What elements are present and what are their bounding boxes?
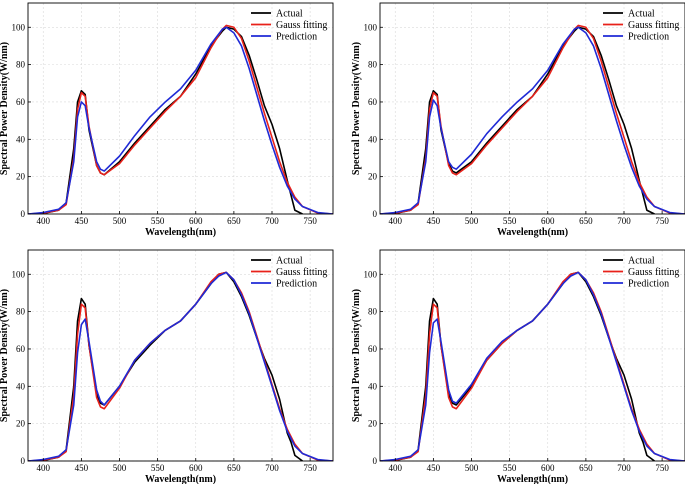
y-tick-label: 60 xyxy=(16,97,26,107)
y-tick-label: 20 xyxy=(16,172,26,182)
y-tick-label: 20 xyxy=(16,419,26,429)
y-tick-label: 0 xyxy=(21,209,26,219)
y-tick-label: 0 xyxy=(21,456,26,466)
y-tick-label: 20 xyxy=(368,419,378,429)
legend-label: Prediction xyxy=(276,279,317,290)
y-tick-label: 60 xyxy=(368,344,378,354)
y-tick-label: 80 xyxy=(16,307,26,317)
y-tick-label: 100 xyxy=(12,269,26,279)
x-tick-label: 750 xyxy=(655,216,669,226)
chart-panel-top-right: 400 450 500 550 600 650 700 750 0 20 40 60 80 100 Wave… xyxy=(351,2,685,238)
y-tick-label: 0 xyxy=(373,456,378,466)
x-tick-label: 550 xyxy=(151,463,165,473)
x-tick-label: 450 xyxy=(75,463,89,473)
x-tick-label: 400 xyxy=(389,216,403,226)
y-axis-title: Spectral Power Density(W/nm) xyxy=(351,42,362,175)
series-line-prediction xyxy=(28,271,333,461)
x-tick-label: 500 xyxy=(465,463,479,473)
x-tick-label: 650 xyxy=(579,216,593,226)
legend-label: Actual xyxy=(276,9,303,20)
y-tick-label: 80 xyxy=(368,60,378,70)
x-tick-label: 550 xyxy=(151,216,165,226)
y-tick-label: 100 xyxy=(364,22,378,32)
y-axis-title: Spectral Power Density(W/nm) xyxy=(351,289,362,422)
legend-label: Actual xyxy=(628,256,655,267)
plot-frame xyxy=(379,2,685,215)
x-tick-label: 500 xyxy=(113,216,127,226)
x-axis-title: Wavelength(nm) xyxy=(145,227,216,238)
x-tick-label: 600 xyxy=(541,463,555,473)
y-tick-label: 60 xyxy=(368,97,378,107)
y-tick-label: 80 xyxy=(368,307,378,317)
plot-frame xyxy=(27,249,334,462)
x-axis-title: Wavelength(nm) xyxy=(497,474,568,484)
x-axis-title: Wavelength(nm) xyxy=(145,474,216,484)
x-tick-label: 500 xyxy=(465,216,479,226)
x-tick-label: 550 xyxy=(503,463,517,473)
y-tick-label: 60 xyxy=(16,344,26,354)
y-tick-label: 40 xyxy=(368,134,378,144)
legend-label: Gauss fitting xyxy=(628,20,679,31)
series-line-prediction xyxy=(380,26,685,214)
x-tick-label: 700 xyxy=(617,216,631,226)
legend-label: Actual xyxy=(628,9,655,20)
y-tick-label: 0 xyxy=(373,209,378,219)
y-tick-label: 100 xyxy=(364,269,378,279)
y-tick-label: 20 xyxy=(368,172,378,182)
y-axis-title: Spectral Power Density(W/nm) xyxy=(0,289,10,422)
legend-label: Gauss fitting xyxy=(276,20,327,31)
chart-panel-top-left: 400 450 500 550 600 650 700 750 0 20 40 60 80 100 Wave… xyxy=(0,2,334,238)
legend-label: Actual xyxy=(276,256,303,267)
x-tick-label: 450 xyxy=(427,463,441,473)
legend-label: Gauss fitting xyxy=(628,267,679,278)
x-tick-label: 750 xyxy=(303,463,317,473)
y-tick-label: 40 xyxy=(16,134,26,144)
plot-frame xyxy=(27,2,334,215)
y-axis-title: Spectral Power Density(W/nm) xyxy=(0,42,10,175)
series-line-prediction xyxy=(28,26,333,214)
x-tick-label: 600 xyxy=(189,216,203,226)
y-tick-label: 80 xyxy=(16,60,26,70)
chart-panel-bottom-left: 400 450 500 550 600 650 700 750 0 20 40 60 80 100 Wave… xyxy=(0,249,334,484)
plot-frame xyxy=(379,249,685,462)
legend-label: Prediction xyxy=(276,32,317,43)
y-tick-label: 40 xyxy=(368,381,378,391)
x-tick-label: 500 xyxy=(113,463,127,473)
x-tick-label: 600 xyxy=(189,463,203,473)
x-tick-label: 400 xyxy=(37,216,51,226)
x-tick-label: 750 xyxy=(655,463,669,473)
series-line-gauss-fitting xyxy=(380,24,685,214)
x-tick-label: 650 xyxy=(227,216,241,226)
legend-label: Gauss fitting xyxy=(276,267,327,278)
x-tick-label: 650 xyxy=(227,463,241,473)
y-tick-label: 40 xyxy=(16,381,26,391)
x-axis-title: Wavelength(nm) xyxy=(497,227,568,238)
series-line-gauss-fitting xyxy=(28,24,333,214)
x-tick-label: 600 xyxy=(541,216,555,226)
x-tick-label: 450 xyxy=(427,216,441,226)
x-tick-label: 450 xyxy=(75,216,89,226)
y-tick-label: 100 xyxy=(12,22,26,32)
legend-label: Prediction xyxy=(628,279,669,290)
x-tick-label: 700 xyxy=(617,463,631,473)
legend-label: Prediction xyxy=(628,32,669,43)
x-tick-label: 400 xyxy=(389,463,403,473)
x-tick-label: 650 xyxy=(579,463,593,473)
x-tick-label: 750 xyxy=(303,216,317,226)
series-line-prediction xyxy=(380,271,685,461)
x-tick-label: 700 xyxy=(265,463,279,473)
x-tick-label: 400 xyxy=(37,463,51,473)
chart-panel-bottom-right: 400 450 500 550 600 650 700 750 0 20 40 60 80 100 Wave… xyxy=(351,249,685,484)
x-tick-label: 700 xyxy=(265,216,279,226)
x-tick-label: 550 xyxy=(503,216,517,226)
